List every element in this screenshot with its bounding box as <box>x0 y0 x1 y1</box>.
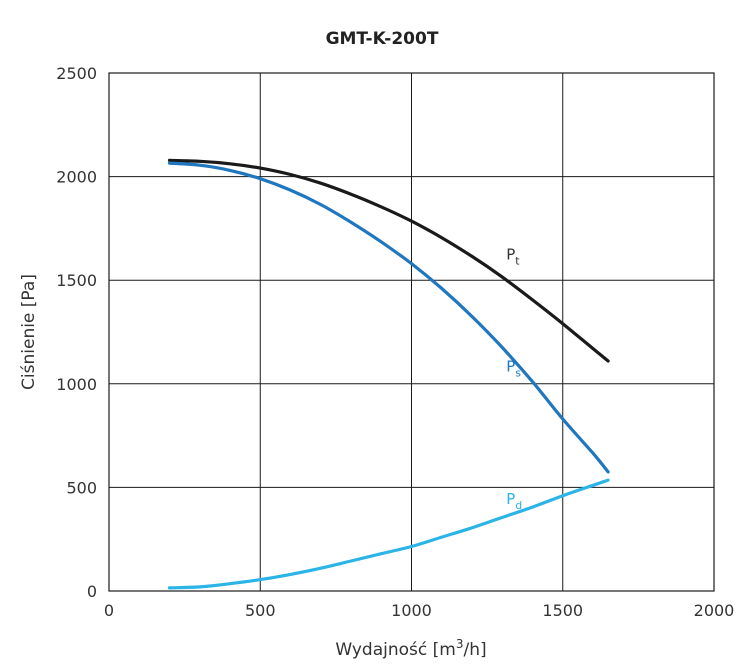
series-label-ps: Ps <box>506 357 521 379</box>
series-label-sub: d <box>515 499 522 512</box>
series-label-main: P <box>506 245 515 263</box>
y-axis-ticks: 0 500 1000 1500 2000 2500 <box>56 64 97 601</box>
x-tick-label: 1500 <box>542 601 583 620</box>
series-line-pd <box>167 478 610 590</box>
series-curves <box>167 158 610 590</box>
series-label-main: P <box>506 357 515 375</box>
y-tick-label: 500 <box>66 478 97 497</box>
series-label-main: P <box>506 490 515 508</box>
series-line-pt <box>167 158 610 363</box>
x-axis-label-suffix: /h] <box>463 640 486 660</box>
x-tick-label: 500 <box>245 601 276 620</box>
x-tick-label: 0 <box>104 601 114 620</box>
y-tick-label: 2500 <box>56 64 97 83</box>
x-tick-label: 2000 <box>694 601 735 620</box>
y-axis-label: Ciśnienie [Pa] <box>19 274 39 390</box>
y-tick-label: 1500 <box>56 271 97 290</box>
x-axis-label: Wydajność [m3/h] <box>335 637 486 660</box>
series-label-sub: s <box>515 366 521 379</box>
y-tick-label: 0 <box>87 582 97 601</box>
y-tick-label: 2000 <box>56 168 97 187</box>
x-axis-label-sup: 3 <box>456 637 464 651</box>
x-axis-label-prefix: Wydajność [m <box>335 640 455 660</box>
series-label-sub: t <box>515 254 520 267</box>
x-tick-label: 1000 <box>391 601 432 620</box>
y-tick-label: 1000 <box>56 375 97 394</box>
series-label-pd: Pd <box>506 490 522 512</box>
series-line-ps <box>167 161 610 474</box>
series-label-pt: Pt <box>506 245 520 267</box>
grid <box>108 72 715 592</box>
x-axis-ticks: 0 500 1000 1500 2000 <box>104 601 734 620</box>
chart-title: GMT-K-200T <box>326 29 439 49</box>
plot-frame <box>108 72 715 592</box>
